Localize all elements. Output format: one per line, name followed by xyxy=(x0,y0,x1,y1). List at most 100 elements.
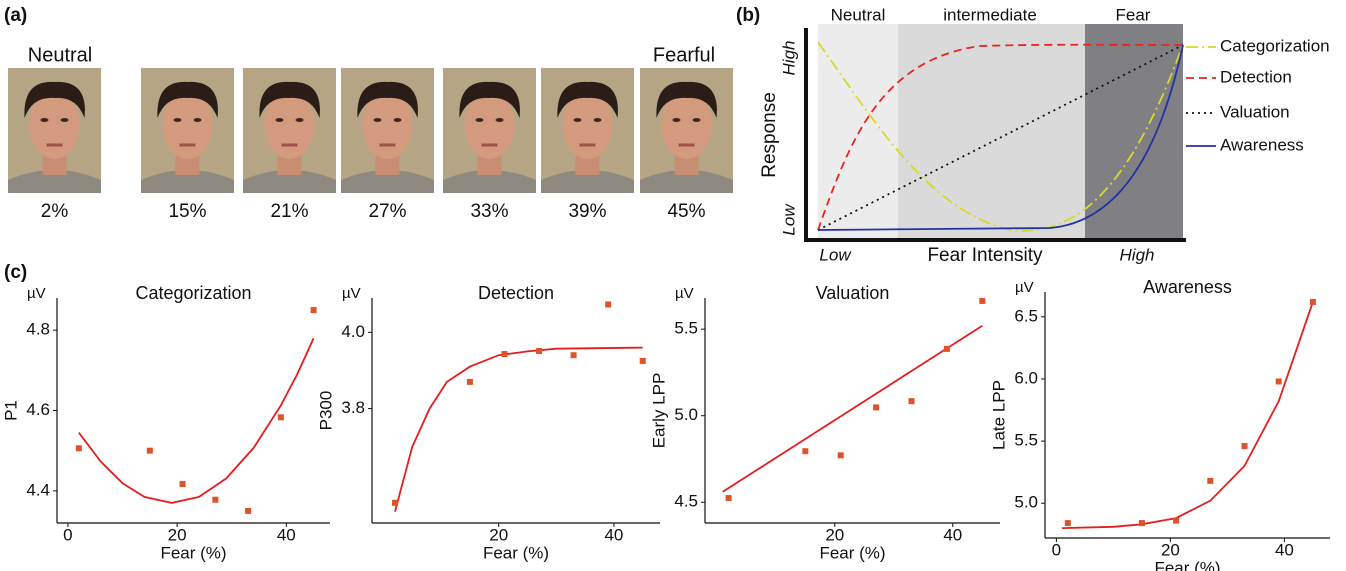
hair xyxy=(557,81,618,118)
legend: Categorization Detection Valuation Awarenes… xyxy=(1186,36,1330,154)
hair xyxy=(259,81,320,118)
valuation-curve xyxy=(817,44,1184,231)
y-unit: µV xyxy=(342,285,361,302)
x-axis-label: Fear (%) xyxy=(819,543,885,562)
intensity-label: 21% xyxy=(270,201,308,222)
data-point xyxy=(146,447,153,454)
face xyxy=(464,91,515,159)
region-intermediate xyxy=(898,24,1085,240)
shoulders xyxy=(141,170,234,193)
shoulders xyxy=(541,170,634,193)
data-point xyxy=(639,357,646,364)
legend-label: Categorization xyxy=(1220,36,1330,55)
eye xyxy=(173,118,182,122)
fit-line xyxy=(722,324,983,493)
x-tick-label: 0 xyxy=(1052,540,1061,559)
eye xyxy=(573,118,582,122)
faces: 2% 15% 21% 27% 33% 39% 45% xyxy=(8,68,733,222)
x-low: Low xyxy=(819,245,852,264)
y-axis-label: P1 xyxy=(1,400,20,421)
x-axis-label: Fear (%) xyxy=(483,543,549,562)
y-axis-label: Early LPP xyxy=(649,373,668,449)
x-tick-label: 40 xyxy=(604,525,623,544)
region-label: Neutral xyxy=(831,5,886,24)
fit-line xyxy=(394,346,643,512)
chart-title: Valuation xyxy=(816,283,890,303)
y-unit: µV xyxy=(1015,279,1034,296)
chart-title: Detection xyxy=(478,283,554,303)
y-axis-label: P300 xyxy=(316,391,335,431)
shoulders xyxy=(640,170,733,193)
y-tick-label: 6.5 xyxy=(1014,306,1038,325)
data-point xyxy=(501,351,508,358)
x-axis-label: Fear (%) xyxy=(1154,558,1220,571)
data-point xyxy=(212,496,219,503)
data-point xyxy=(277,414,284,421)
data-point xyxy=(979,297,986,304)
y-tick-label: 5.5 xyxy=(674,319,698,338)
legend-label: Valuation xyxy=(1220,102,1290,121)
data-point xyxy=(908,398,915,405)
x-tick-label: 20 xyxy=(1161,540,1180,559)
shoulders xyxy=(243,170,336,193)
face xyxy=(264,91,315,159)
y-tick-label: 4.0 xyxy=(341,322,365,341)
fit-line xyxy=(78,337,315,504)
y-tick-label: 5.0 xyxy=(1014,493,1038,512)
data-point xyxy=(1173,517,1180,524)
data-point xyxy=(837,452,844,459)
y-tick-label: 3.8 xyxy=(341,398,365,417)
chart-title: Categorization xyxy=(135,283,251,303)
y-tick-label: 4.8 xyxy=(26,320,50,339)
face xyxy=(29,91,80,159)
hair xyxy=(357,81,418,118)
eye xyxy=(40,118,49,122)
face xyxy=(661,91,712,159)
data-point xyxy=(245,507,252,514)
hair xyxy=(656,81,717,118)
intensity-label: 15% xyxy=(168,201,206,222)
region-label: intermediate xyxy=(943,5,1037,24)
face xyxy=(562,91,613,159)
data-point xyxy=(179,481,186,488)
x-tick-label: 20 xyxy=(489,525,508,544)
data-point xyxy=(802,448,809,455)
y-tick-label: 5.5 xyxy=(1014,431,1038,450)
x-axis-label: Fear (%) xyxy=(160,543,226,562)
face xyxy=(362,91,413,159)
panel-label: (c) xyxy=(4,262,27,283)
eye xyxy=(60,118,69,122)
data-point xyxy=(75,445,82,452)
y-axis-label: Response xyxy=(759,92,780,178)
fearful-label: Fearful xyxy=(653,44,715,66)
y-tick-label: 5.0 xyxy=(674,405,698,424)
y-tick-label: 4.6 xyxy=(26,400,50,419)
eye xyxy=(593,118,602,122)
y-high: High xyxy=(779,41,798,76)
region-fear xyxy=(1085,24,1183,240)
eye xyxy=(295,118,304,122)
data-point xyxy=(873,404,880,411)
chart-title: Awareness xyxy=(1143,277,1232,297)
data-point xyxy=(1207,477,1214,484)
eye xyxy=(393,118,402,122)
intensity-label: 33% xyxy=(470,201,508,222)
data-point xyxy=(536,348,543,355)
legend-label: Awareness xyxy=(1220,135,1304,154)
hair xyxy=(459,81,520,118)
eye xyxy=(275,118,284,122)
legend-label: Detection xyxy=(1220,67,1292,86)
x-tick-label: 20 xyxy=(168,525,187,544)
eye xyxy=(373,118,382,122)
panel-label: (a) xyxy=(4,5,27,26)
eye xyxy=(672,118,681,122)
x-high: High xyxy=(1120,245,1155,264)
eye xyxy=(692,118,701,122)
y-axis-label: Late LPP xyxy=(989,380,1008,450)
x-tick-label: 0 xyxy=(63,525,72,544)
intensity-label: 39% xyxy=(568,201,606,222)
y-tick-label: 4.5 xyxy=(674,492,698,511)
detection-curve xyxy=(817,43,1184,231)
x-tick-label: 40 xyxy=(943,525,962,544)
x-tick-label: 20 xyxy=(825,525,844,544)
